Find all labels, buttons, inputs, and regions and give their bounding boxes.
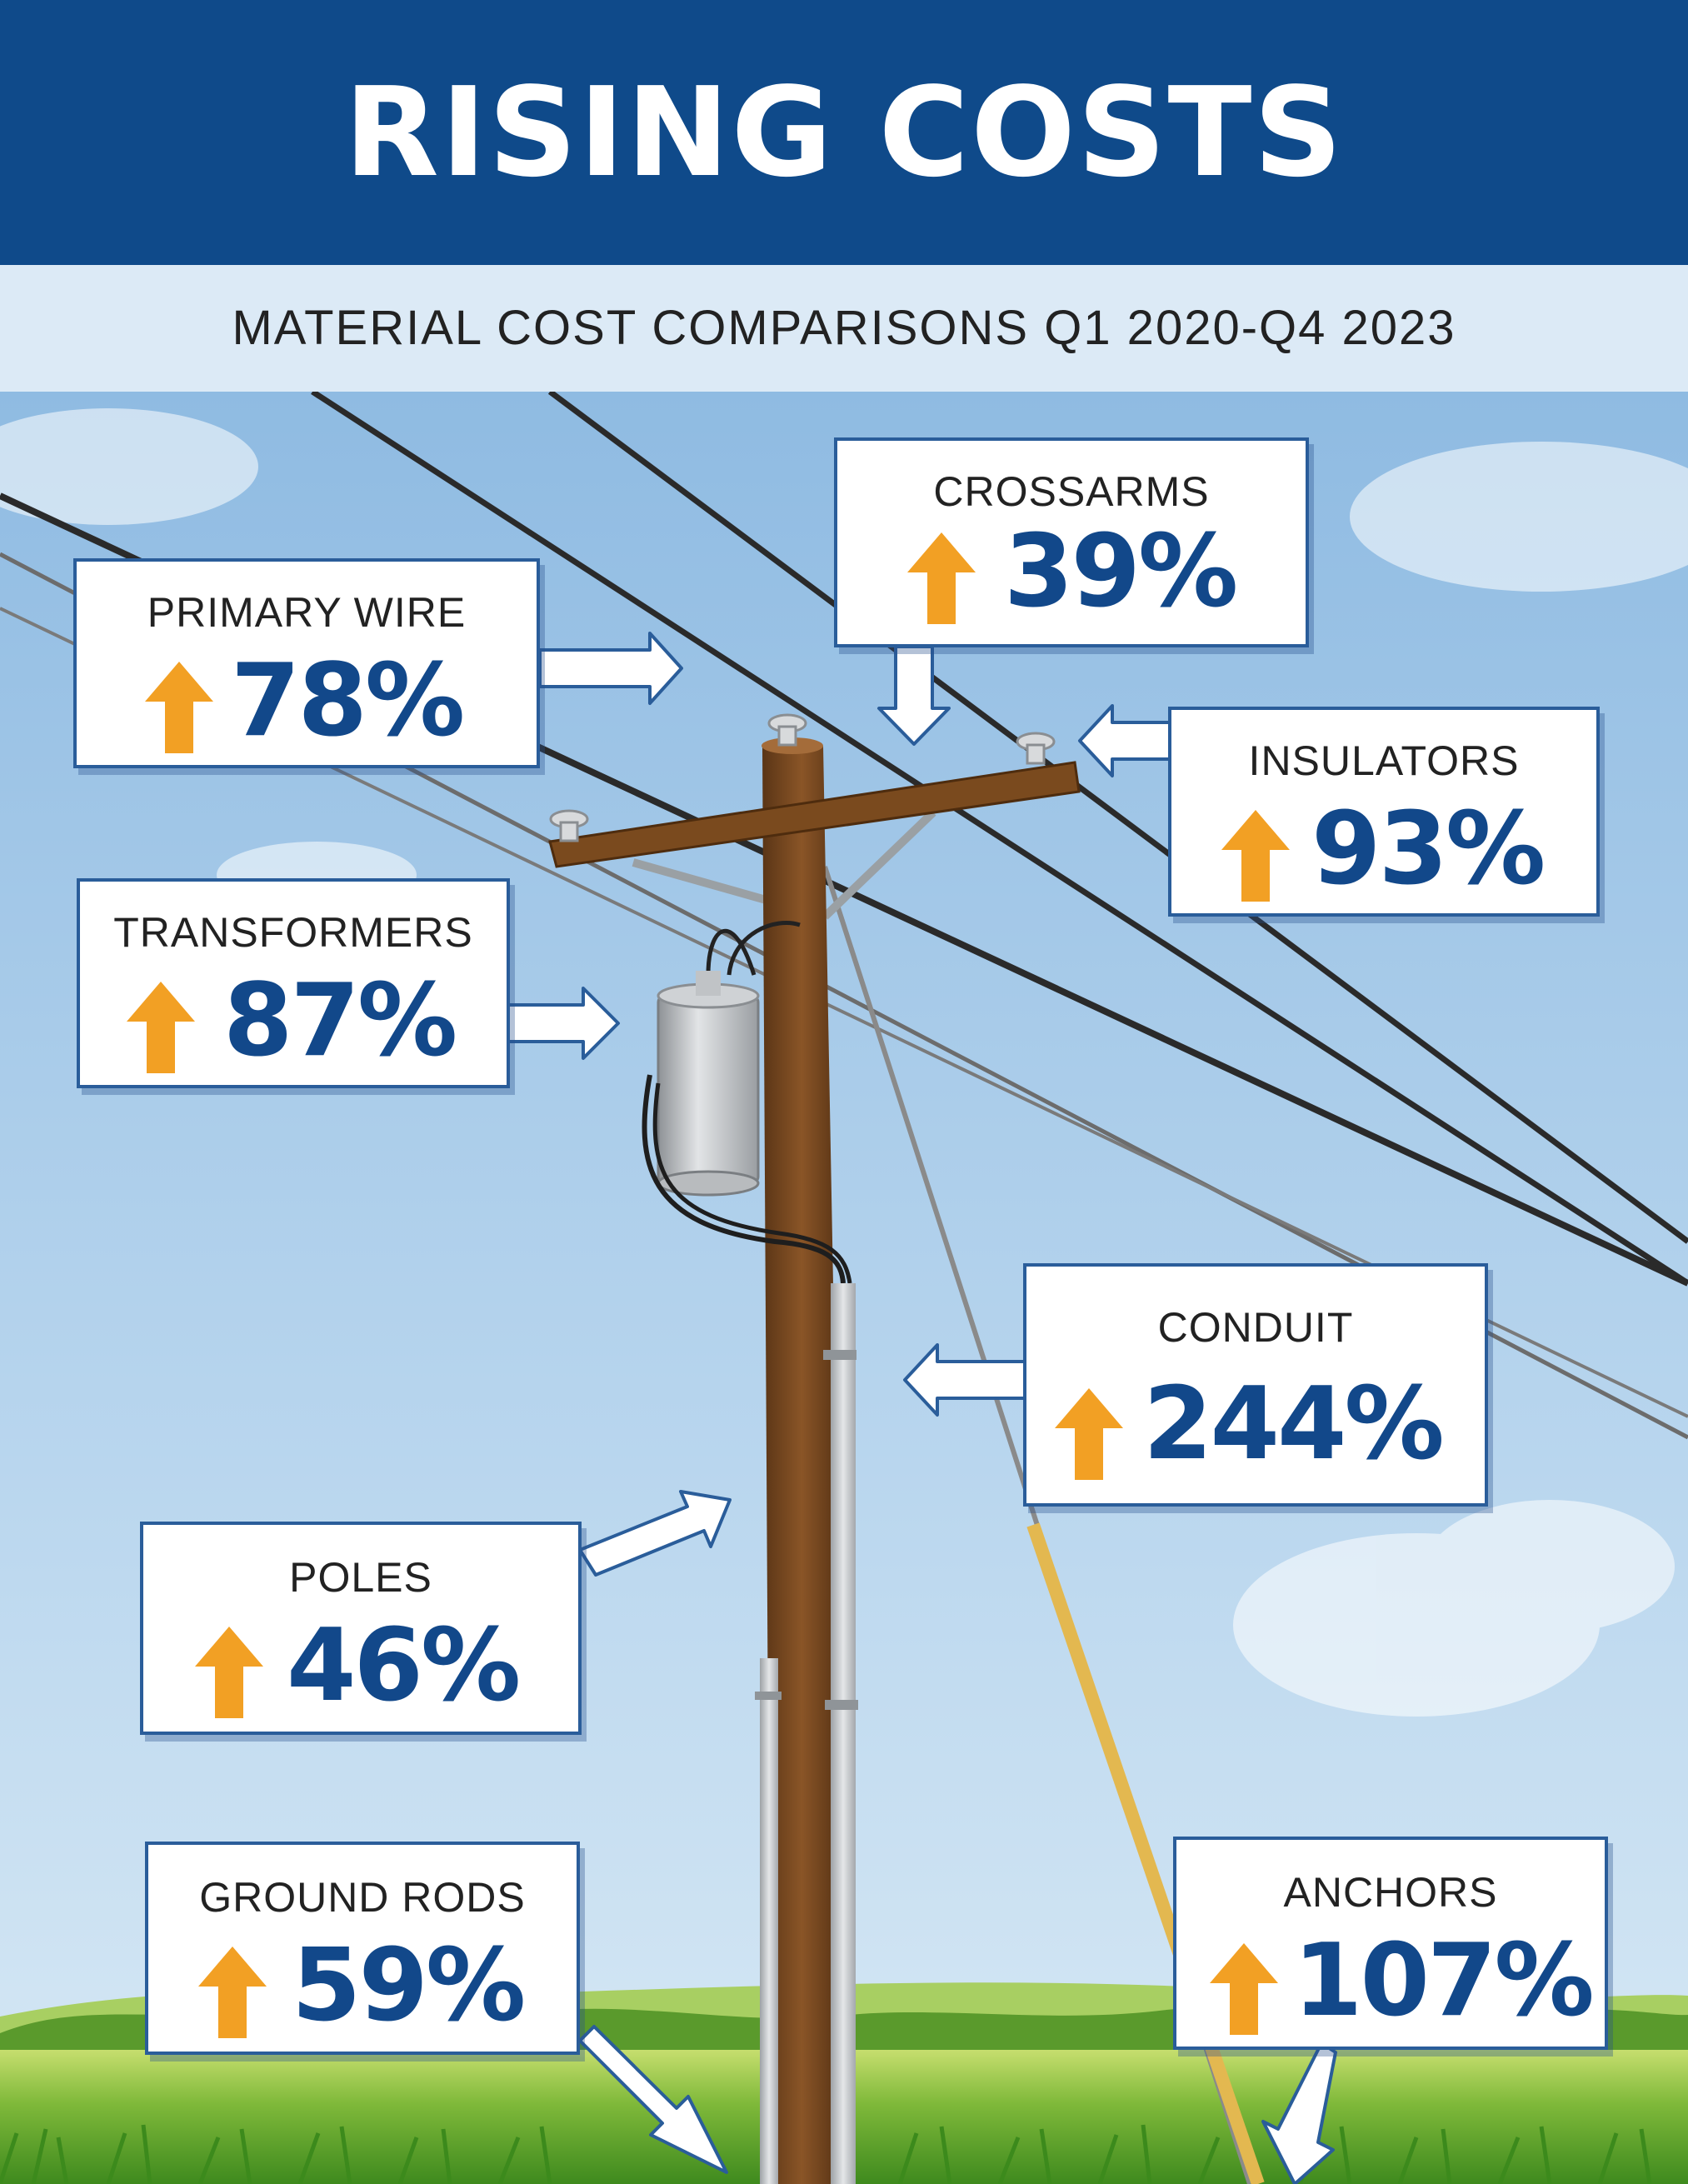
callout-value: 93% bbox=[1311, 792, 1546, 907]
transformers-arrow-icon bbox=[507, 987, 620, 1060]
up-arrow-icon bbox=[127, 982, 195, 1073]
callout-value: 107% bbox=[1293, 1923, 1595, 2039]
callout-anchors: ANCHORS 107% bbox=[1173, 1837, 1608, 2050]
callout-label: POLES bbox=[289, 1554, 432, 1601]
up-arrow-icon bbox=[1221, 810, 1290, 902]
callout-label: INSULATORS bbox=[1248, 737, 1520, 784]
up-arrow-icon bbox=[907, 532, 976, 624]
callout-label: TRANSFORMERS bbox=[113, 909, 473, 956]
callout-value: 244% bbox=[1143, 1367, 1445, 1482]
transformer bbox=[642, 921, 852, 1284]
callout-crossarms: CROSSARMS 39% bbox=[834, 437, 1309, 647]
page-subtitle: MATERIAL COST COMPARISONS Q1 2020-Q4 202… bbox=[232, 301, 1456, 355]
up-arrow-icon bbox=[198, 1947, 267, 2038]
subheader-band: MATERIAL COST COMPARISONS Q1 2020-Q4 202… bbox=[0, 265, 1688, 392]
header-banner: RISING COSTS bbox=[0, 0, 1688, 265]
callout-value: 87% bbox=[223, 963, 457, 1079]
up-arrow-icon bbox=[1055, 1388, 1123, 1480]
page-title: RISING COSTS bbox=[343, 61, 1345, 204]
conduit-arrow-icon bbox=[903, 1343, 1030, 1417]
crossarm bbox=[548, 761, 1081, 868]
callout-value: 46% bbox=[287, 1608, 521, 1724]
callout-value: 59% bbox=[292, 1928, 526, 2044]
grass-blades bbox=[0, 2124, 1652, 2184]
anchors-arrow-icon bbox=[1261, 2042, 1337, 2184]
callout-label: PRIMARY WIRE bbox=[147, 589, 467, 636]
ground-rods-arrow-icon bbox=[578, 2025, 728, 2174]
up-arrow-icon bbox=[145, 662, 213, 753]
callout-value: 78% bbox=[231, 643, 465, 759]
insulators-arrow-icon bbox=[1078, 704, 1171, 777]
conduit-pipe bbox=[831, 1283, 856, 2184]
callout-primary-wire: PRIMARY WIRE 78% bbox=[73, 558, 540, 768]
up-arrow-icon bbox=[195, 1627, 263, 1718]
ground-rod-pipe bbox=[760, 1658, 778, 2184]
callout-label: GROUND RODS bbox=[199, 1874, 526, 1921]
insulators bbox=[549, 713, 1056, 842]
callout-ground-rods: GROUND RODS 59% bbox=[145, 1842, 580, 2055]
callout-label: CONDUIT bbox=[1157, 1304, 1354, 1351]
callout-poles: POLES 46% bbox=[140, 1522, 582, 1735]
callout-label: ANCHORS bbox=[1283, 1869, 1498, 1916]
primary-wire-arrow-icon bbox=[538, 632, 683, 705]
poles-arrow-icon bbox=[578, 1490, 732, 1577]
callout-conduit: CONDUIT 244% bbox=[1023, 1263, 1488, 1507]
guy-guard bbox=[1026, 1522, 1265, 2184]
up-arrow-icon bbox=[1210, 1943, 1278, 2035]
callout-insulators: INSULATORS 93% bbox=[1168, 707, 1600, 917]
callout-transformers: TRANSFORMERS 87% bbox=[77, 878, 510, 1088]
crossarms-arrow-icon bbox=[877, 645, 951, 746]
callout-value: 39% bbox=[1004, 514, 1238, 630]
callout-label: CROSSARMS bbox=[933, 468, 1210, 515]
wooden-pole bbox=[762, 746, 850, 2184]
